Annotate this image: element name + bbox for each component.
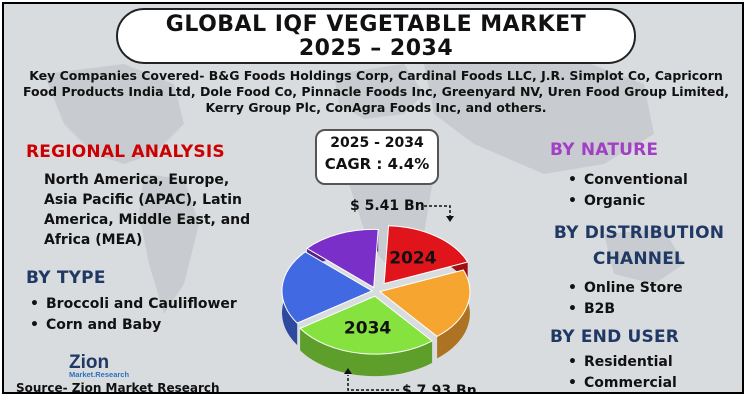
key-companies-text: Key Companies Covered- B&G Foods Holding…: [22, 68, 730, 115]
list-item: B2B: [564, 299, 683, 320]
leader-line-2034: [347, 375, 399, 391]
list-item: Corn and Baby: [26, 315, 237, 336]
pie-slice-segment-1: [378, 269, 471, 337]
list-item: Broccoli and Cauliflower: [26, 294, 237, 315]
title-line-2: 2025 – 2034: [298, 36, 454, 61]
leader-line-2024: [424, 205, 451, 216]
arrow-2024: [446, 216, 454, 222]
cagr-period: 2025 - 2034: [330, 135, 424, 151]
source-text: Source- Zion Market Research: [16, 381, 220, 394]
pie-slice-segment-3: [281, 251, 374, 324]
by-end-user-heading: BY END USER: [550, 327, 680, 347]
regional-analysis-heading: REGIONAL ANALYSIS: [26, 142, 225, 162]
by-end-user-list: Residential Commercial: [564, 352, 677, 392]
by-distribution-heading-line-1: BY DISTRIBUTION: [553, 223, 725, 243]
list-item: Commercial: [564, 373, 677, 392]
cagr-box: 2025 - 2034 CAGR : 4.4%: [315, 129, 439, 185]
pie-slice-2034: [299, 295, 434, 355]
arrow-2034: [344, 368, 352, 374]
pie-slice-label: 2034: [344, 319, 391, 339]
by-distribution-heading-line-2: CHANNEL: [592, 249, 686, 269]
cagr-value: CAGR : 4.4%: [324, 155, 430, 173]
list-item: Organic: [564, 191, 688, 212]
list-item: Conventional: [564, 170, 688, 191]
infographic-frame: GLOBAL IQF VEGETABLE MARKET 2025 – 2034 …: [2, 2, 744, 394]
pie-slice-side: [437, 270, 470, 359]
logo-subtext: Market.Research: [69, 370, 129, 379]
by-type-heading: BY TYPE: [26, 268, 106, 288]
value-label-2034: $ 7.93 Bn: [402, 383, 477, 394]
value-label-2024: $ 5.41 Bn: [350, 198, 425, 214]
by-nature-heading: BY NATURE: [550, 140, 659, 160]
regional-analysis-text: North America, Europe, Asia Pacific (APA…: [44, 172, 251, 248]
title-banner: GLOBAL IQF VEGETABLE MARKET 2025 – 2034: [116, 8, 636, 64]
pie-slice-side: [300, 328, 433, 377]
pie-slice-segment-4: [306, 228, 379, 289]
pie-slice-2024: [383, 225, 469, 285]
list-item: Residential: [564, 352, 677, 373]
title-line-1: GLOBAL IQF VEGETABLE MARKET: [165, 12, 587, 37]
pie-slice-label: 2024: [389, 249, 436, 269]
logo-name: Zion: [69, 352, 109, 373]
by-distribution-list: Online Store B2B: [564, 278, 683, 320]
zion-logo: Zion Market.Research: [67, 351, 157, 379]
list-item: Online Store: [564, 278, 683, 299]
market-pie-chart: 2024 2034 $ 5.41 Bn $ 7.93 Bn: [281, 198, 477, 394]
by-distribution-heading: BY DISTRIBUTION CHANNEL: [544, 220, 734, 272]
by-nature-list: Conventional Organic: [564, 170, 688, 212]
by-type-list: Broccoli and Cauliflower Corn and Baby: [26, 294, 237, 336]
